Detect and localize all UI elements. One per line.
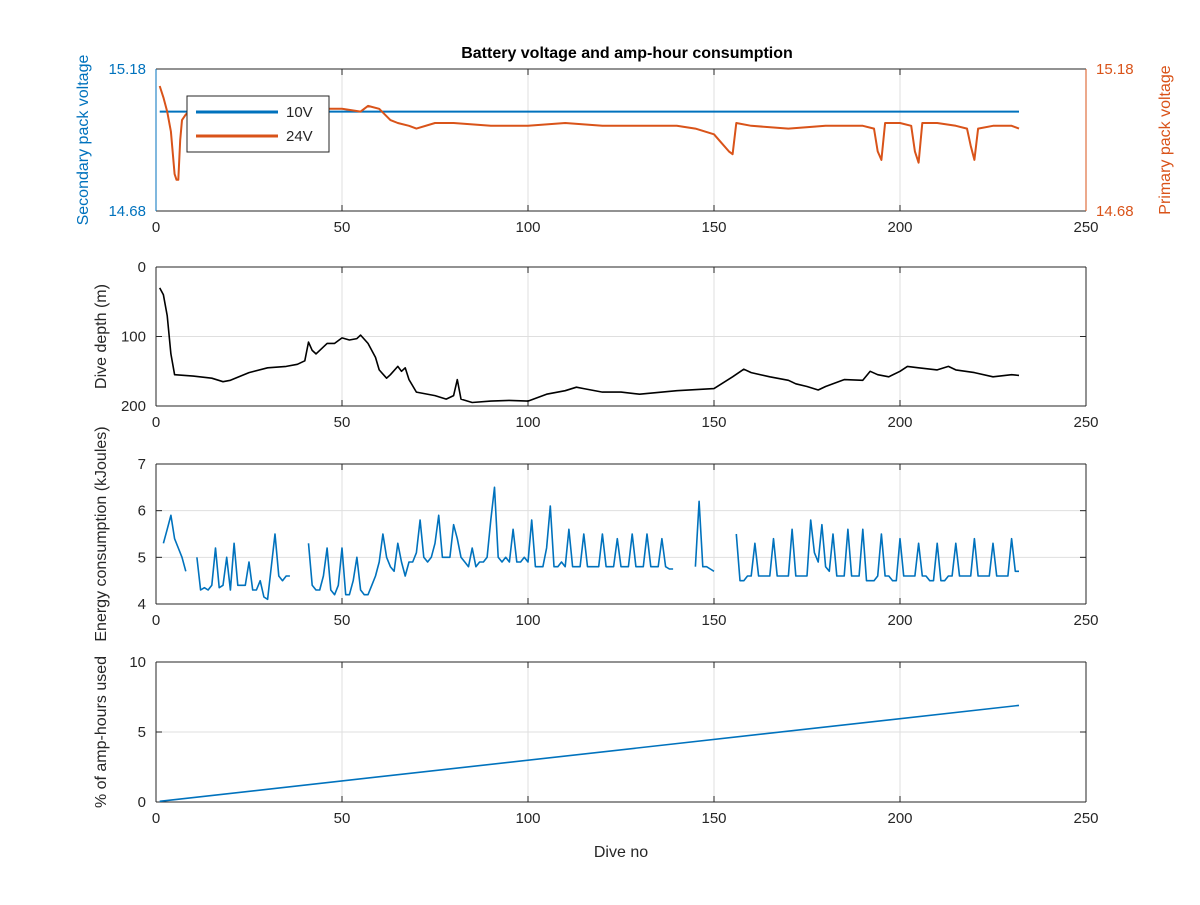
x-tick-label: 150 [701,612,726,629]
y-tick-label: 14.68 [108,203,146,220]
x-tick-label: 150 [701,810,726,827]
chart-title: Battery voltage and amp-hour consumption [461,45,793,62]
x-tick-label: 50 [334,414,351,431]
y-tick-label: 6 [138,503,146,520]
x-tick-label: 200 [887,414,912,431]
series-line-panel3-segment-3 [307,486,674,596]
x-tick-label: 150 [701,414,726,431]
x-tick-label: 100 [515,414,540,431]
x-tick-label: 250 [1073,219,1098,236]
x-tick-label: 0 [152,810,160,827]
x-tick-label: 250 [1073,414,1098,431]
panel-3 [155,463,1087,605]
series-line-panel3-segment-4 [694,500,715,572]
y-axis-label: Energy consumption (kJoules) [93,426,110,641]
y-right-axis-label: Primary pack voltage [1157,65,1174,214]
series-line-panel4 [159,704,1020,803]
series-line-panel3-segment-2 [196,533,290,601]
y-tick-label: 5 [138,549,146,566]
y-axis-label: % of amp-hours used [93,656,110,808]
y-axis-label: Dive depth (m) [93,284,110,389]
series-line-panel2 [158,287,1020,404]
x-tick-label: 100 [515,612,540,629]
panel-2 [155,266,1087,407]
y-tick-label: 0 [138,794,146,811]
legend-label-10v: 10V [286,104,313,121]
legend [186,95,330,153]
y-tick-label: 100 [121,329,146,346]
x-tick-label: 0 [152,414,160,431]
legend-label-24v: 24V [286,128,313,145]
y-right-tick-label: 14.68 [1096,203,1134,220]
y-tick-label: 7 [138,456,146,473]
x-tick-label: 250 [1073,612,1098,629]
x-tick-label: 250 [1073,810,1098,827]
x-tick-label: 200 [887,219,912,236]
x-tick-label: 100 [515,219,540,236]
x-tick-label: 50 [334,612,351,629]
y-tick-label: 15.18 [108,61,146,78]
panel-1 [155,68,1087,212]
x-tick-label: 200 [887,612,912,629]
x-tick-label: 50 [334,219,351,236]
y-tick-label: 200 [121,398,146,415]
x-tick-label: 50 [334,810,351,827]
panel-4 [155,661,1087,803]
series-line-panel3-segment-1 [162,514,187,572]
x-axis-label: Dive no [594,844,648,861]
y-tick-label: 5 [138,724,146,741]
series-line-panel3-segment-5 [735,519,1019,582]
y-tick-label: 0 [138,259,146,276]
legend-box [186,95,330,153]
x-tick-label: 0 [152,219,160,236]
x-tick-label: 200 [887,810,912,827]
x-tick-label: 100 [515,810,540,827]
y-axis-label: Secondary pack voltage [75,55,92,226]
y-tick-label: 4 [138,596,146,613]
x-tick-label: 0 [152,612,160,629]
x-tick-label: 150 [701,219,726,236]
y-right-tick-label: 15.18 [1096,61,1134,78]
y-tick-label: 10 [129,654,146,671]
